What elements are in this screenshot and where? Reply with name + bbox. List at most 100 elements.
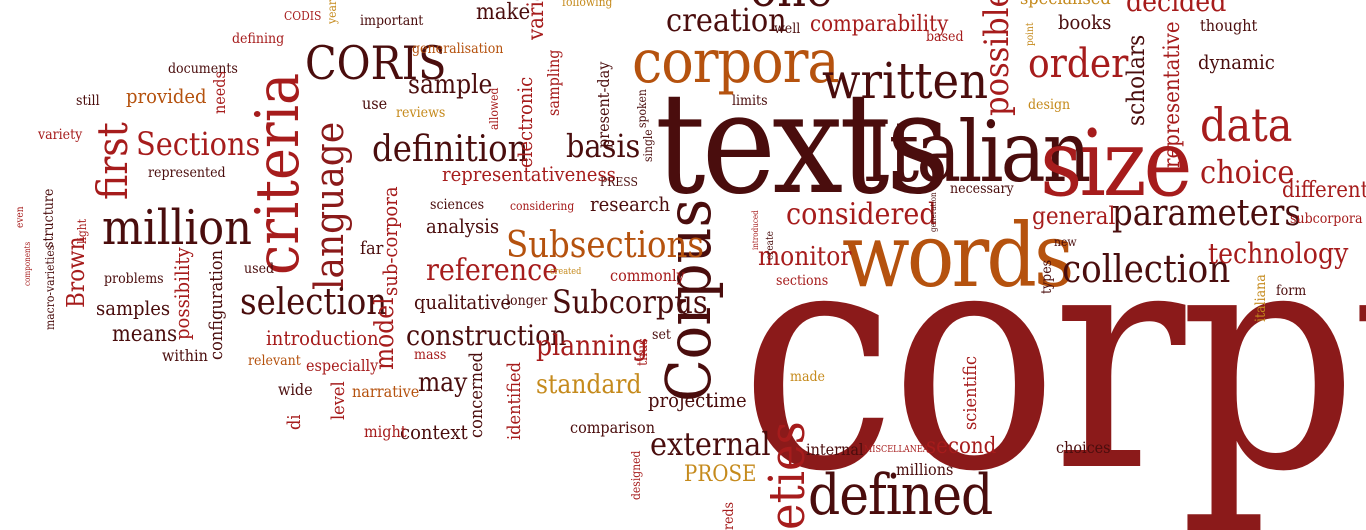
word-prose: PROSE [684, 462, 757, 487]
word-structure: structure [41, 188, 57, 248]
word-single: single [641, 129, 655, 162]
word-size: size [1040, 110, 1192, 217]
word-decided: decided [1126, 0, 1227, 18]
word-criteria: criteria [243, 72, 313, 275]
word-corpora: corpora [632, 27, 840, 97]
word-construction: construction [406, 319, 567, 352]
word-sections-small: sections [776, 273, 829, 289]
word-sampling: sampling [544, 49, 563, 116]
word-identified: identified [504, 362, 525, 440]
word-even: even [15, 206, 26, 228]
word-representativeness: representativeness [442, 162, 616, 186]
word-wide: wide [278, 380, 313, 399]
word-sections: Sections [136, 125, 261, 163]
word-words: words [842, 204, 1075, 307]
word-selection: selection [240, 282, 388, 323]
word-mass: mass [414, 347, 447, 363]
word-reviews: reviews [396, 105, 446, 121]
word-texts: texts [655, 63, 950, 226]
word-present-day: present-day [594, 61, 613, 148]
word-samples: samples [96, 296, 171, 320]
word-comparability: comparability [810, 12, 949, 37]
word-di: di [284, 414, 305, 430]
word-level: level [328, 381, 349, 420]
word-one: one [750, 0, 833, 14]
word-introduction: introduction [266, 326, 379, 350]
word-parameters: parameters [1112, 193, 1301, 234]
word-considered: considered [786, 197, 937, 232]
word-press: PRESS [600, 175, 638, 189]
word-italian: Italian [862, 103, 1091, 201]
word-standard: standard [536, 370, 642, 400]
word-choice: choice [1200, 153, 1295, 191]
word-brown: Brown [62, 236, 90, 308]
word-internal: internal [806, 440, 864, 459]
word-well: well [774, 21, 801, 37]
word-generation: generation [929, 192, 938, 232]
word-electronic: electronic [513, 76, 537, 168]
word-creation: creation [666, 1, 787, 39]
word-subcorpus: Subcorpus [552, 283, 708, 321]
word-thus: thus [635, 338, 651, 366]
word-represented: represented [148, 165, 226, 181]
word-order: order [1028, 41, 1129, 87]
word-defining: defining [232, 31, 285, 47]
word-second: second [926, 434, 997, 459]
word-may: may [418, 368, 468, 398]
word-different: different [1282, 178, 1366, 203]
word-use: use [362, 94, 388, 113]
word-choices: choices [1056, 438, 1111, 457]
word-new: new [1054, 235, 1077, 249]
word-set: set [652, 327, 671, 343]
word-sample: sample [408, 70, 493, 100]
word-general: general [1032, 202, 1116, 230]
word-italiana: italiana [1253, 274, 1269, 322]
word-possible: possible [977, 0, 1017, 116]
word-context: context [400, 420, 468, 444]
word-codis: CODIS [284, 9, 322, 23]
word-planning: planning [536, 329, 649, 362]
word-defined: defined [808, 463, 993, 528]
word-might: might [364, 422, 407, 441]
word-variety-top: variety [524, 0, 549, 40]
word-scholars: scholars [1122, 34, 1150, 126]
word-spoken: spoken [635, 89, 649, 128]
word-relevant: relevant [248, 353, 301, 369]
word-subsections: Subsections [506, 225, 705, 266]
word-made: made [790, 369, 825, 385]
word-form: form [1276, 283, 1307, 299]
word-written: written [822, 52, 989, 110]
word-analysis: analysis [426, 214, 500, 238]
word-subcorpora: subcorpora [1290, 211, 1363, 227]
word-dynamic: dynamic [1198, 50, 1275, 74]
word-configuration: configuration [206, 249, 227, 360]
word-definition: definition [372, 129, 529, 170]
word-far: far [360, 238, 384, 259]
word-considering: considering [510, 199, 575, 213]
word-longer: longer [506, 293, 548, 309]
word-provided: provided [126, 84, 207, 108]
word-corpus: corpus [740, 179, 1366, 530]
word-introduced: introduced [751, 210, 760, 250]
word-created: created [550, 267, 582, 277]
word-years: years [325, 0, 339, 24]
word-documents: documents [168, 61, 238, 77]
word-monitor: monitor [758, 242, 852, 272]
word-books: books [1058, 10, 1112, 34]
word-following: following [562, 0, 613, 9]
word-eties: eties [758, 421, 816, 530]
word-qualitative: qualitative [414, 290, 512, 314]
word-components: components [23, 241, 32, 286]
word-comparison: comparison [570, 418, 655, 437]
word-thought: thought [1200, 16, 1258, 35]
word-allowed: allowed [487, 87, 501, 130]
word-project: project [648, 388, 713, 412]
word-generalisation: generalisation [412, 41, 504, 57]
word-possibility: possibility [170, 247, 194, 340]
word-representative: representative [1160, 21, 1185, 168]
word-design: design [1028, 97, 1071, 113]
word-create: create [765, 231, 776, 260]
word-millions: millions [896, 460, 954, 479]
word-within: within [162, 346, 208, 365]
